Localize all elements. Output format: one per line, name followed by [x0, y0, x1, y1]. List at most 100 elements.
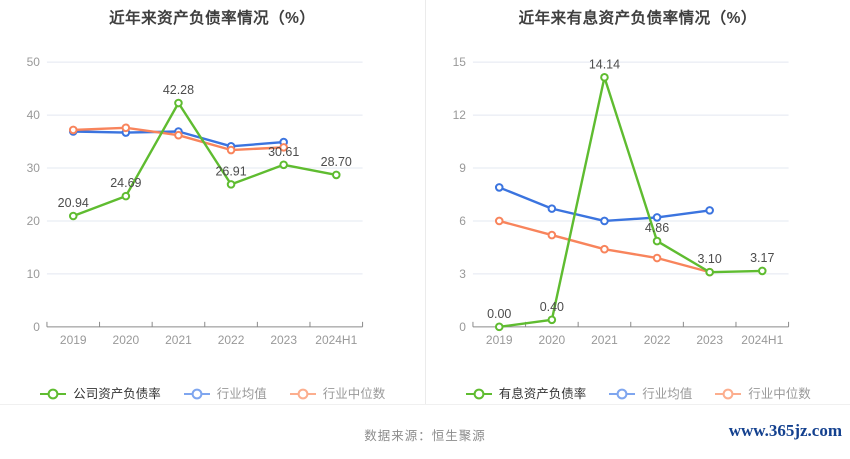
series-0: 20.94 24.69 42.28 26.91 30.61 28.70 — [58, 83, 352, 221]
legend-interest-debt-ratio: 有息资产负债率 行业均值 行业中位数 — [426, 384, 850, 404]
legend-label: 行业中位数 — [322, 387, 386, 401]
data-point-marker — [279, 160, 288, 170]
x-tick-label: 2022 — [643, 333, 670, 347]
data-point-label: 20.94 — [58, 196, 89, 210]
legend-label: 行业均值 — [642, 387, 693, 401]
legend-line-marker-icon — [609, 388, 636, 400]
data-point-marker — [226, 145, 236, 155]
x-tick-label: 2021 — [165, 333, 192, 347]
data-point-marker — [547, 315, 556, 325]
y-tick-label: 20 — [27, 214, 41, 228]
data-point-marker — [494, 183, 504, 192]
y-tick-label: 50 — [27, 55, 41, 69]
data-point-label: 3.17 — [750, 251, 774, 265]
watermark-link[interactable]: www.365jz.com — [728, 421, 842, 440]
data-point-marker — [121, 191, 131, 201]
y-tick-label: 0 — [459, 320, 466, 334]
data-point-label: 26.91 — [215, 164, 246, 178]
line-chart-debt-ratio: 0 10 20 30 40 50 2019 2020 2021 2022 2023 2024H1 20.… — [27, 55, 364, 347]
legend-label: 有息资产负债率 — [498, 387, 587, 401]
data-point-marker — [599, 73, 609, 82]
data-point-marker — [226, 180, 236, 189]
legend-item-1[interactable]: 行业均值 — [183, 387, 267, 401]
x-tick-label: 2022 — [218, 333, 245, 347]
data-point-label: 30.61 — [268, 145, 299, 159]
series-2 — [494, 216, 714, 277]
legend-item-2[interactable]: 行业中位数 — [289, 387, 386, 401]
chart-title-debt-ratio: 近年来资产负债率情况（%） — [109, 10, 316, 27]
x-tick-label: 2021 — [591, 333, 618, 347]
data-point-marker — [279, 143, 288, 152]
data-point-label: 4.86 — [644, 221, 668, 235]
y-tick-label: 3 — [459, 267, 466, 281]
legend-marker-ring — [191, 388, 203, 400]
y-tick-label: 12 — [452, 108, 466, 122]
series-line — [497, 186, 711, 223]
legend-line-marker-icon — [40, 388, 67, 400]
legend-label: 公司资产负债率 — [73, 387, 161, 401]
data-point-label: 14.14 — [588, 57, 619, 71]
data-point-marker — [599, 216, 609, 226]
data-point-label: 3.10 — [697, 252, 721, 266]
data-point-marker — [757, 266, 767, 276]
y-tick-label: 15 — [452, 55, 466, 69]
legend-line-marker-icon — [715, 388, 742, 400]
data-point-marker — [704, 267, 714, 277]
legend-line-marker-icon — [183, 388, 210, 400]
chart-title-interest-debt-ratio: 近年来有息资产负债率情况（%） — [518, 10, 757, 27]
footer: 数据来源：恒生聚源 www.365jz.com — [0, 405, 850, 459]
legend-marker-ring — [722, 388, 734, 400]
legend-item-2[interactable]: 行业中位数 — [714, 387, 811, 401]
y-tick-label: 30 — [27, 161, 41, 175]
legend-marker-ring — [297, 388, 309, 400]
y-tick-label: 6 — [459, 214, 466, 228]
data-point-marker — [599, 244, 609, 254]
data-source-text: 数据来源：恒生聚源 — [364, 429, 486, 443]
x-tick-label: 2023 — [696, 333, 723, 347]
legend-item-1[interactable]: 行业均值 — [608, 387, 692, 401]
y-tick-label: 40 — [27, 108, 41, 122]
legend-item-0[interactable]: 公司资产负债率 — [39, 387, 161, 401]
data-point-label: 42.28 — [163, 83, 194, 97]
series-0: 0.00 0.40 14.14 4.86 3.10 3.17 — [487, 57, 774, 332]
data-point-marker — [331, 170, 341, 180]
legend-label: 行业中位数 — [748, 387, 811, 401]
chart-panel-debt-ratio: 近年来资产负债率情况（%） 0 10 20 30 40 50 2019 2020 2021 202… — [0, 0, 425, 404]
data-point-marker — [704, 206, 714, 215]
x-tick-label: 2020 — [113, 333, 140, 347]
x-tick-label: 2023 — [270, 333, 297, 347]
legend-item-0[interactable]: 有息资产负债率 — [465, 387, 587, 401]
data-point-marker — [652, 253, 661, 263]
data-point-marker — [121, 123, 131, 133]
data-point-marker — [494, 322, 504, 332]
x-tick-label: 2020 — [538, 333, 565, 347]
data-point-marker — [547, 204, 556, 213]
data-point-marker — [652, 236, 661, 246]
data-point-label: 0.00 — [487, 307, 511, 321]
x-tick-label: 2024H1 — [315, 333, 357, 347]
data-point-marker — [547, 230, 556, 240]
charts-row: 近年来资产负债率情况（%） 0 10 20 30 40 50 2019 2020 2021 202… — [0, 0, 850, 405]
series-1 — [494, 183, 714, 226]
chart-panel-interest-debt-ratio: 近年来有息资产负债率情况（%） 0 3 6 9 12 15 2019 2020 2021 2022… — [424, 0, 850, 404]
x-tick-label: 2019 — [60, 333, 87, 347]
x-tick-label: 2019 — [485, 333, 512, 347]
series-line — [497, 76, 763, 329]
data-point-marker — [494, 216, 504, 226]
legend-marker-ring — [47, 388, 59, 400]
y-tick-label: 9 — [459, 161, 466, 175]
legend-debt-ratio: 公司资产负债率 行业均值 行业中位数 — [0, 384, 425, 404]
data-point-marker — [174, 130, 183, 140]
y-tick-label: 0 — [33, 320, 40, 334]
data-point-marker — [68, 211, 78, 221]
legend-marker-ring — [473, 388, 485, 400]
legend-line-marker-icon — [289, 388, 316, 400]
data-point-label: 28.70 — [321, 155, 352, 169]
data-point-marker — [68, 125, 78, 135]
legend-marker-ring — [616, 388, 628, 400]
legend-label: 行业均值 — [216, 387, 267, 401]
series-2 — [68, 123, 288, 155]
data-point-label: 0.40 — [539, 300, 563, 314]
